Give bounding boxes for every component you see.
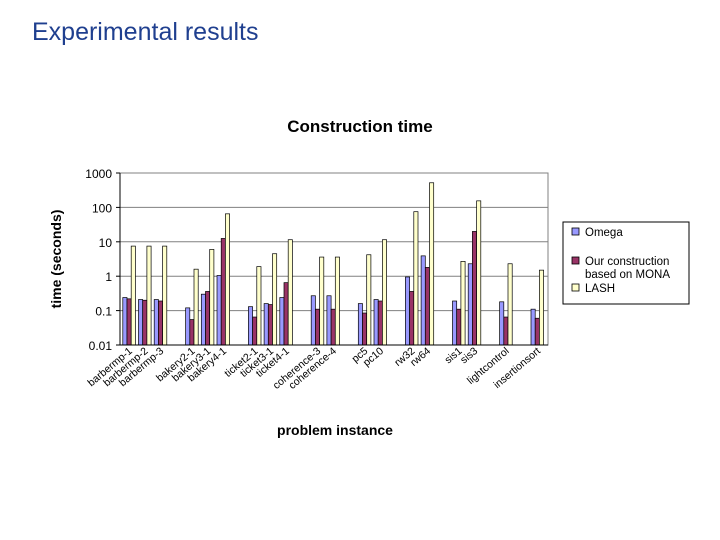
bar-omega-sis3 (467, 263, 473, 346)
legend-label-1: Omega (585, 227, 623, 239)
bar-lash-bakery4-1 (225, 213, 230, 346)
bar-lash-rw64 (429, 182, 435, 346)
bar-our-coherence-4 (330, 308, 336, 346)
x-tick-label: sis3 (458, 345, 480, 366)
bar-lash-pc5 (366, 254, 372, 346)
bar-omega-rw32 (405, 276, 410, 346)
bar-our-pc5 (362, 312, 368, 346)
y-tick-label: 0.1 (95, 305, 112, 319)
legend-label-3: LASH (585, 283, 615, 295)
y-tick-label: 0.01 (89, 339, 113, 353)
bar-our-ticket3-1 (267, 304, 273, 346)
bar-lash-barbermp-1 (130, 245, 136, 346)
y-axis-label: time (seconds) (48, 210, 64, 309)
plot-area: 0.010.11101001000barbermp-1barbermp-2bar… (85, 167, 549, 392)
legend-swatch-1 (571, 227, 580, 236)
bar-lash-barbermp-2 (146, 245, 152, 346)
bar-omega-pc5 (357, 303, 363, 346)
bar-our-barbermp-1 (126, 298, 132, 346)
bar-omega-pc10 (373, 299, 379, 346)
bar-our-barbermp-3 (158, 300, 163, 346)
bar-our-sis1 (456, 308, 462, 346)
legend-box (562, 221, 690, 305)
bar-our-pc10 (377, 300, 383, 346)
bar-our-rw32 (409, 291, 415, 346)
legend-label-2: Our construction based on MONA (585, 256, 670, 281)
bar-our-barbermp-2 (142, 299, 148, 346)
y-tick-label: 10 (99, 236, 113, 250)
bar-lash-ticket3-1 (272, 253, 278, 346)
bar-omega-barbermp-2 (138, 299, 144, 346)
bar-omega-lightcontrol (499, 301, 505, 346)
bar-lash-bakery3-1 (209, 249, 215, 346)
bar-omega-ticket2-1 (248, 306, 253, 346)
bar-lash-coherence-3 (319, 256, 325, 346)
bar-our-lightcontrol (503, 316, 509, 346)
bar-omega-rw64 (420, 255, 426, 346)
bar-our-insertionsort (534, 317, 540, 346)
bar-omega-bakery2-1 (185, 307, 191, 346)
bar-omega-barbermp-3 (153, 299, 159, 346)
bar-lash-ticket2-1 (256, 266, 262, 346)
legend: Omega Our construction based on MONA LASH (562, 221, 690, 305)
bar-lash-rw32 (413, 211, 419, 346)
bar-our-sis3 (472, 231, 477, 346)
bar-omega-sis1 (452, 300, 458, 346)
y-tick-label: 1000 (85, 167, 112, 181)
bar-our-bakery2-1 (189, 319, 195, 346)
bar-lash-ticket4-1 (287, 239, 293, 346)
bar-our-coherence-3 (315, 308, 320, 346)
bar-lash-coherence-4 (334, 256, 340, 346)
legend-swatch-2 (571, 256, 580, 265)
bar-our-rw64 (424, 267, 430, 346)
bar-lash-lightcontrol (507, 263, 513, 346)
bar-omega-bakery3-1 (200, 293, 206, 346)
bar-our-bakery4-1 (220, 238, 226, 346)
y-tick-label: 1 (105, 270, 112, 284)
bar-omega-coherence-4 (326, 295, 332, 346)
bar-lash-sis3 (476, 200, 482, 346)
y-tick-label: 100 (92, 201, 112, 215)
bar-our-ticket4-1 (283, 282, 289, 346)
bar-lash-bakery2-1 (193, 268, 199, 346)
bar-omega-bakery4-1 (216, 275, 222, 346)
chart-title: Construction time (287, 117, 432, 136)
slide-title: Experimental results (32, 18, 259, 46)
bar-our-ticket2-1 (252, 316, 258, 346)
bar-lash-pc10 (382, 239, 387, 346)
bar-our-bakery3-1 (205, 291, 211, 346)
bar-lash-insertionsort (539, 269, 544, 346)
bar-omega-ticket3-1 (263, 303, 269, 346)
bar-omega-insertionsort (530, 308, 536, 346)
bar-omega-ticket4-1 (279, 297, 285, 346)
x-axis-label: problem instance (277, 422, 393, 438)
bar-omega-barbermp-1 (122, 297, 128, 346)
bar-lash-barbermp-3 (162, 245, 168, 346)
legend-swatch-3 (571, 283, 580, 292)
bar-lash-sis1 (460, 261, 466, 346)
bar-omega-coherence-3 (310, 295, 316, 346)
